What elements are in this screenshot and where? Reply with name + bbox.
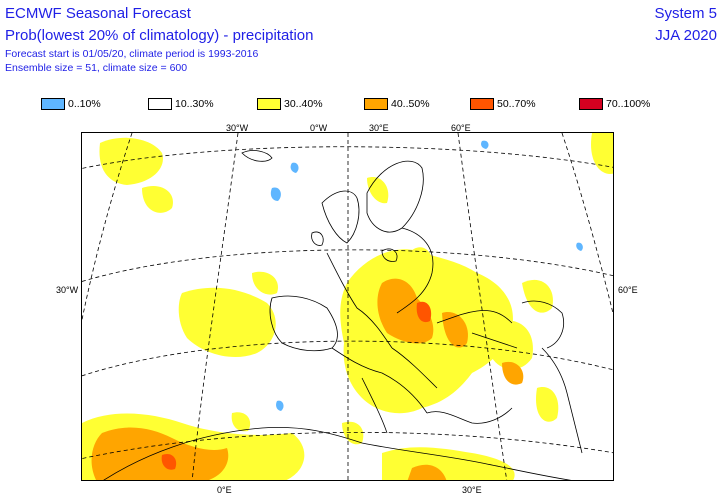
coastlines — [103, 150, 583, 480]
legend-item-30-40: 30..40% — [257, 97, 323, 111]
lon-label-top: 30°W — [226, 123, 249, 133]
legend-item-10-30: 10..30% — [148, 97, 214, 111]
map-canvas — [82, 133, 613, 480]
lat-label-right: 60°E — [618, 285, 638, 295]
legend-swatch — [257, 98, 281, 110]
prob-50-70-regions — [161, 301, 432, 470]
prob-0-10-regions — [270, 140, 583, 411]
legend-swatch — [470, 98, 494, 110]
legend-item-50-70: 50..70% — [470, 97, 536, 111]
lon-label-bottom: 0°E — [217, 485, 232, 495]
legend-label: 30..40% — [284, 98, 323, 110]
legend-swatch — [148, 98, 172, 110]
legend-swatch — [579, 98, 603, 110]
legend-label: 50..70% — [497, 98, 536, 110]
probability-map — [81, 132, 614, 481]
legend-swatch — [41, 98, 65, 110]
legend-label: 40..50% — [391, 98, 430, 110]
legend-label: 10..30% — [175, 98, 214, 110]
legend-item-0-10: 0..10% — [41, 97, 101, 111]
prob-40-50-regions — [91, 278, 524, 480]
lon-label-top: 60°E — [451, 123, 471, 133]
legend-item-70-100: 70..100% — [579, 97, 650, 111]
forecast-info: Forecast start is 01/05/20, climate peri… — [5, 48, 259, 60]
ensemble-info: Ensemble size = 51, climate size = 600 — [5, 62, 188, 74]
legend-label: 0..10% — [68, 98, 101, 110]
legend-label: 70..100% — [606, 98, 651, 110]
lon-label-top: 0°W — [310, 123, 328, 133]
chart-title: ECMWF Seasonal Forecast — [5, 5, 191, 22]
season-label: JJA 2020 — [655, 27, 717, 44]
lat-label-left: 30°W — [56, 285, 79, 295]
legend-item-40-50: 40..50% — [364, 97, 430, 111]
legend-swatch — [364, 98, 388, 110]
lon-label-top: 30°E — [369, 123, 389, 133]
system-label: System 5 — [654, 5, 717, 22]
chart-subtitle: Prob(lowest 20% of climatology) - precip… — [5, 27, 314, 44]
lon-label-bottom: 30°E — [462, 485, 482, 495]
